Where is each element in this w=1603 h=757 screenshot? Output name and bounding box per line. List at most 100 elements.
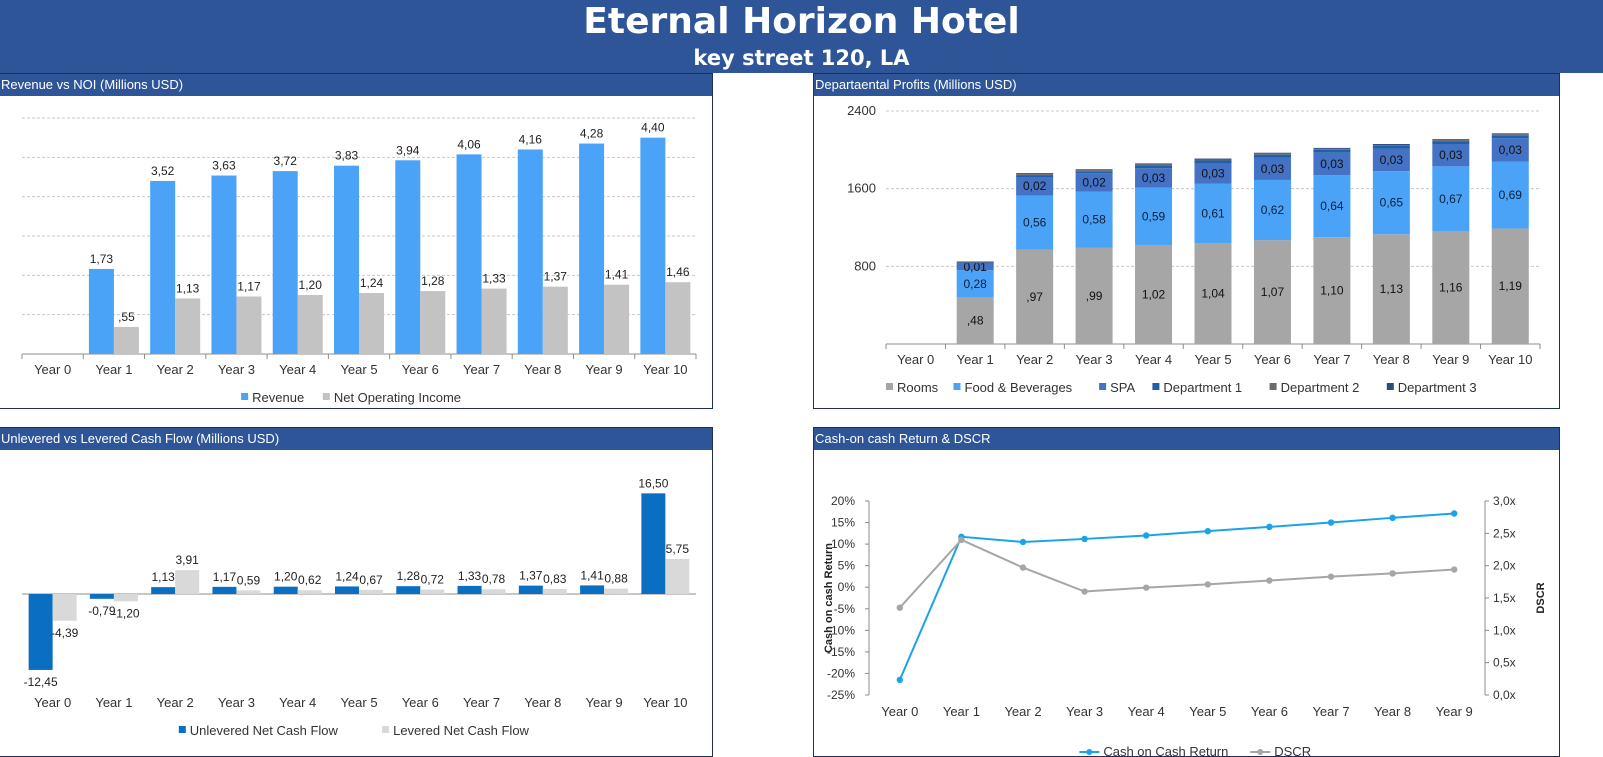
x-tick-label: Year 0 xyxy=(34,362,71,377)
dept1-bar xyxy=(1195,161,1232,164)
x-tick-label: Year 2 xyxy=(157,695,194,710)
levered-bar xyxy=(359,590,383,594)
levered-data-label: 3,91 xyxy=(176,553,200,567)
coc-dscr-panel: Cash-on cash Return & DSCR 20%15%10%5%0%… xyxy=(813,427,1560,757)
unlevered-data-label: 1,17 xyxy=(213,570,237,584)
y2-tick-label: 0,0x xyxy=(1493,688,1516,702)
unlevered-bar xyxy=(151,587,175,594)
y-tick-label: 20% xyxy=(831,494,855,508)
levered-data-label: 5,75 xyxy=(666,542,690,556)
x-tick-label: Year 1 xyxy=(957,352,994,367)
x-tick-label: Year 7 xyxy=(463,695,500,710)
departmental-legend-label-5: Department 3 xyxy=(1398,380,1477,395)
fnb-data-label: 0,69 xyxy=(1499,188,1523,202)
unlevered-data-label: -12,45 xyxy=(24,675,58,689)
unlevered-data-label: 1,41 xyxy=(580,568,604,582)
dscr-line xyxy=(900,540,1454,608)
noi-bar xyxy=(175,298,200,354)
rooms-data-label: ,99 xyxy=(1086,289,1103,303)
noi-bar xyxy=(298,295,323,354)
noi-data-label: 1,24 xyxy=(360,276,384,290)
x-tick-label: Year 5 xyxy=(1194,352,1231,367)
coc-dscr-legend-label-1: DSCR xyxy=(1274,744,1311,756)
y2-axis-label: DSCR xyxy=(1535,582,1547,613)
cash-flow-legend-label-0: Unlevered Net Cash Flow xyxy=(190,723,339,738)
revenue-bar xyxy=(273,171,298,354)
noi-bar xyxy=(359,293,384,354)
revenue-bar xyxy=(457,154,482,354)
dept3-bar xyxy=(1313,148,1350,149)
dept2-bar xyxy=(1313,149,1350,150)
unlevered-data-label: 1,37 xyxy=(519,569,543,583)
dept1-bar xyxy=(1432,141,1469,144)
levered-data-label: 0,83 xyxy=(543,572,567,586)
y-tick-label: 0% xyxy=(838,580,856,594)
x-tick-label: Year 8 xyxy=(524,695,561,710)
revenue-noi-legend-label-0: Revenue xyxy=(252,390,304,405)
y2-tick-label: 1,0x xyxy=(1493,623,1516,637)
coc-return-point xyxy=(1143,532,1149,538)
x-tick-label: Year 3 xyxy=(218,695,255,710)
unlevered-data-label: 16,50 xyxy=(638,476,668,490)
noi-bar xyxy=(604,285,629,354)
x-tick-label: Year 6 xyxy=(1251,704,1288,719)
fnb-data-label: 0,58 xyxy=(1082,213,1106,227)
y-tick-label: 800 xyxy=(854,258,876,273)
dept3-bar xyxy=(1254,153,1291,154)
y2-tick-label: 2,5x xyxy=(1493,526,1516,540)
dept3-bar xyxy=(1373,144,1410,145)
coc-dscr-legend-marker-0 xyxy=(1086,749,1092,755)
revenue-data-label: 3,94 xyxy=(396,143,420,157)
unlevered-bar xyxy=(274,587,298,594)
noi-data-label: ,55 xyxy=(118,310,135,324)
x-tick-label: Year 0 xyxy=(34,695,71,710)
x-tick-label: Year 7 xyxy=(1312,704,1349,719)
coc-return-point xyxy=(1081,536,1087,542)
revenue-data-label: 3,83 xyxy=(335,149,359,163)
rooms-data-label: 1,13 xyxy=(1380,282,1404,296)
x-tick-label: Year 1 xyxy=(95,362,132,377)
x-tick-label: Year 1 xyxy=(95,695,132,710)
revenue-bar xyxy=(579,144,604,354)
y-tick-label: -20% xyxy=(827,666,855,680)
coc-return-point xyxy=(1020,539,1026,545)
revenue-data-label: 1,73 xyxy=(90,252,114,266)
noi-bar xyxy=(236,296,261,354)
x-tick-label: Year 6 xyxy=(402,362,439,377)
x-tick-label: Year 3 xyxy=(218,362,255,377)
dscr-point xyxy=(1081,588,1087,594)
dscr-point xyxy=(1020,564,1026,570)
departmental-legend-label-3: Department 1 xyxy=(1163,380,1242,395)
noi-data-label: 1,20 xyxy=(299,278,323,292)
dept3-bar xyxy=(1195,159,1232,160)
coc-dscr-title: Cash-on cash Return & DSCR xyxy=(814,428,1559,450)
departmental-legend-label-4: Department 2 xyxy=(1281,380,1360,395)
dept3-bar xyxy=(1492,133,1529,134)
revenue-noi-legend-swatch-1 xyxy=(323,393,330,400)
dept2-bar xyxy=(1016,174,1053,175)
levered-bar xyxy=(114,594,138,601)
departmental-profits-panel: Departaental Profits (Millions USD) 2400… xyxy=(813,73,1560,409)
spa-data-label: 0,03 xyxy=(1201,167,1225,181)
rooms-data-label: 1,02 xyxy=(1142,287,1166,301)
rooms-data-label: 1,19 xyxy=(1499,279,1523,293)
revenue-bar xyxy=(640,138,665,354)
x-tick-label: Year 10 xyxy=(643,695,687,710)
y-tick-label: 2400 xyxy=(847,103,876,118)
x-tick-label: Year 5 xyxy=(1189,704,1226,719)
noi-bar xyxy=(543,287,568,354)
levered-bar xyxy=(236,590,260,594)
revenue-data-label: 3,63 xyxy=(212,159,236,173)
coc-return-point xyxy=(897,677,903,683)
x-tick-label: Year 8 xyxy=(1374,704,1411,719)
coc-return-point xyxy=(1266,524,1272,530)
x-tick-label: Year 5 xyxy=(340,695,377,710)
noi-bar xyxy=(482,289,507,354)
dscr-point xyxy=(1143,584,1149,590)
x-tick-label: Year 8 xyxy=(524,362,561,377)
revenue-data-label: 4,28 xyxy=(580,127,604,141)
unlevered-bar xyxy=(580,585,604,594)
departmental-legend-label-1: Food & Beverages xyxy=(965,380,1073,395)
x-tick-label: Year 9 xyxy=(1432,352,1469,367)
x-tick-label: Year 5 xyxy=(340,362,377,377)
